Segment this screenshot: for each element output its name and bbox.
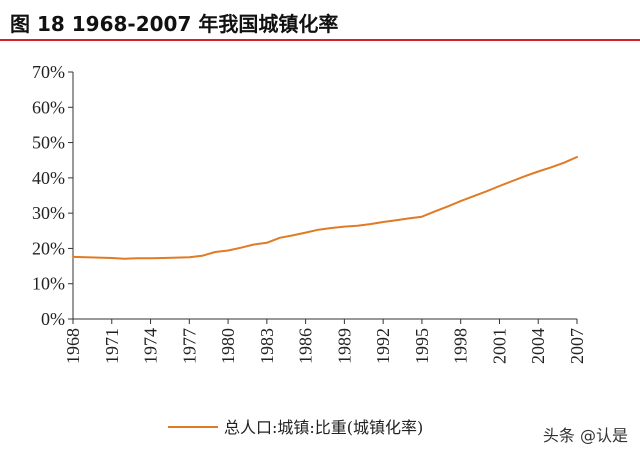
- y-tick-label: 70%: [32, 62, 65, 82]
- x-tick-label: 1974: [141, 328, 161, 364]
- x-tick-label: 1977: [179, 328, 199, 364]
- y-tick-label: 50%: [32, 133, 65, 153]
- y-tick-label: 10%: [32, 274, 65, 294]
- legend: 总人口:城镇:比重(城镇化率): [168, 418, 423, 437]
- x-tick-label: 1998: [451, 328, 471, 364]
- x-tick-label: 1980: [218, 328, 238, 364]
- y-tick-label: 40%: [32, 168, 65, 188]
- x-tick-label: 1995: [412, 328, 432, 364]
- x-tick-label: 1989: [334, 328, 354, 364]
- series-layer: [72, 156, 578, 260]
- x-tick-label: 1986: [296, 328, 316, 364]
- x-tick-label: 2001: [489, 328, 509, 364]
- y-tick-label: 60%: [32, 97, 65, 117]
- x-tick-label: 2007: [567, 328, 587, 364]
- y-tick-label: 20%: [32, 238, 65, 258]
- y-axis: 0% 10% 20% 30% 40% 50% 60% 70%: [32, 62, 74, 329]
- watermark: 头条 @认是: [542, 426, 628, 445]
- x-tick-label: 1983: [257, 328, 277, 364]
- x-tick-label: 1992: [373, 328, 393, 364]
- title-divider: [0, 39, 640, 41]
- series-line: [72, 156, 578, 260]
- page-title: 图 18 1968-2007 年我国城镇化率: [10, 12, 339, 36]
- legend-label: 总人口:城镇:比重(城镇化率): [224, 418, 423, 437]
- x-tick-label: 1971: [102, 328, 122, 364]
- x-axis: 1968 1971 1974 1977 1980 1983 1986 1989 1992 1995…: [63, 318, 587, 364]
- x-tick-label: 1968: [63, 328, 83, 364]
- y-tick-label: 30%: [32, 203, 65, 223]
- x-tick-label: 2004: [528, 328, 548, 364]
- y-tick-label: 0%: [41, 309, 65, 329]
